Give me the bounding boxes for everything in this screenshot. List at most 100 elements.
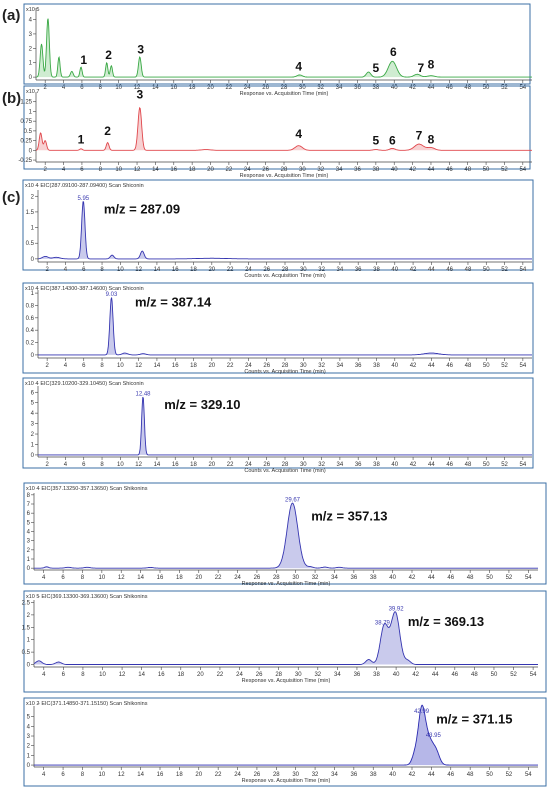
x-tick-label: 32 bbox=[318, 267, 325, 273]
x-tick-label: 30 bbox=[292, 772, 299, 778]
y-tick-label: 0.5 bbox=[24, 129, 33, 135]
y-tick-label: 4 bbox=[27, 530, 31, 536]
x-tick-label: 32 bbox=[318, 363, 325, 369]
x-tick-label: 14 bbox=[152, 85, 159, 91]
mz-label: m/z = 387.14 bbox=[135, 295, 212, 310]
x-tick-label: 20 bbox=[197, 672, 204, 678]
x-tick-label: 38 bbox=[373, 267, 380, 273]
x-axis-title: Counts vs. Acquisition Time (min) bbox=[244, 468, 325, 474]
x-tick-label: 48 bbox=[465, 363, 472, 369]
mz-label: m/z = 287.09 bbox=[104, 201, 180, 216]
y-tick-label: 0 bbox=[31, 353, 35, 359]
x-tick-label: 40 bbox=[391, 167, 398, 173]
x-tick-label: 54 bbox=[520, 462, 527, 468]
y-tick-label: 6 bbox=[27, 511, 31, 517]
x-tick-label: 46 bbox=[447, 575, 454, 581]
x-tick-label: 18 bbox=[189, 85, 196, 91]
x-tick-label: 54 bbox=[530, 672, 537, 678]
eic-title: - EIC(369.13300-369.13600) Scan Shikonin… bbox=[38, 594, 148, 600]
x-tick-label: 26 bbox=[263, 462, 270, 468]
chart-frame bbox=[23, 697, 547, 787]
x-tick-label: 46 bbox=[447, 772, 454, 778]
y-tick-label: 0 bbox=[31, 257, 35, 263]
peak-label-4: 4 bbox=[295, 127, 302, 141]
chart-frame bbox=[23, 590, 547, 693]
panel-label-c: (c) bbox=[2, 189, 20, 206]
x-tick-label: 42 bbox=[410, 462, 417, 468]
trace-line bbox=[38, 396, 532, 456]
y-tick-label: 1.5 bbox=[22, 625, 31, 631]
peak-label-8: 8 bbox=[428, 132, 435, 146]
x-tick-label: 52 bbox=[501, 267, 508, 273]
peak-label-7: 7 bbox=[416, 128, 423, 142]
retention-time-label: 5.95 bbox=[77, 196, 89, 202]
x-tick-label: 22 bbox=[217, 672, 224, 678]
peak-label-6: 6 bbox=[389, 134, 396, 148]
peak-label-1: 1 bbox=[78, 132, 85, 146]
x-tick-label: 12 bbox=[119, 672, 126, 678]
x-tick-label: 40 bbox=[391, 363, 398, 369]
mz-label: m/z = 369.13 bbox=[408, 614, 484, 629]
x-tick-label: 18 bbox=[177, 672, 184, 678]
x-tick-label: 6 bbox=[80, 167, 84, 173]
y-tick-label: 0 bbox=[27, 763, 31, 769]
x-tick-label: 50 bbox=[483, 85, 490, 91]
x-tick-label: 14 bbox=[154, 462, 161, 468]
y-tick-label: 2 bbox=[27, 744, 31, 750]
eic-title: - EIC(287.09100-287.09400) Scan Shiconin bbox=[37, 183, 144, 189]
x-tick-label: 42 bbox=[410, 363, 417, 369]
x-tick-label: 50 bbox=[483, 462, 490, 468]
x-tick-label: 24 bbox=[245, 267, 252, 273]
x-axis-title: Response vs. Acquisition Time (min) bbox=[242, 581, 331, 587]
x-axis-title: Response vs. Acquisition Time (min) bbox=[242, 778, 331, 784]
x-tick-label: 12 bbox=[134, 167, 141, 173]
x-axis-title: Response vs. Acquisition Time (min) bbox=[240, 91, 329, 97]
x-tick-label: 30 bbox=[295, 672, 302, 678]
x-tick-label: 52 bbox=[510, 672, 517, 678]
x-tick-label: 44 bbox=[428, 267, 435, 273]
peak-label-7: 7 bbox=[418, 61, 425, 75]
x-tick-label: 6 bbox=[62, 672, 66, 678]
x-tick-label: 10 bbox=[99, 672, 106, 678]
x-tick-label: 42 bbox=[409, 167, 416, 173]
x-tick-label: 30 bbox=[299, 85, 306, 91]
x-tick-label: 48 bbox=[464, 85, 471, 91]
x-tick-label: 38 bbox=[373, 167, 380, 173]
y-scale-label: x10 4 bbox=[25, 183, 38, 189]
x-tick-label: 34 bbox=[336, 85, 343, 91]
y-tick-label: 0.2 bbox=[26, 341, 35, 347]
x-tick-label: 26 bbox=[263, 363, 270, 369]
y-tick-label: 8 bbox=[27, 493, 31, 499]
x-tick-label: 20 bbox=[208, 462, 215, 468]
peak-label-3: 3 bbox=[137, 42, 144, 56]
peak-label-5: 5 bbox=[373, 134, 380, 148]
x-tick-label: 10 bbox=[117, 267, 124, 273]
chart-frame bbox=[22, 377, 534, 469]
x-tick-label: 2 bbox=[44, 85, 48, 91]
x-tick-label: 42 bbox=[410, 267, 417, 273]
retention-time-label: 43.95 bbox=[426, 733, 442, 739]
y-tick-label: 7 bbox=[27, 502, 31, 508]
x-tick-label: 16 bbox=[170, 85, 177, 91]
trace-line bbox=[38, 201, 532, 260]
y-tick-label: 2 bbox=[29, 46, 33, 52]
y-tick-label: 3 bbox=[31, 422, 35, 428]
x-tick-label: 30 bbox=[300, 267, 307, 273]
x-tick-label: 30 bbox=[299, 167, 306, 173]
x-tick-label: 24 bbox=[236, 672, 243, 678]
peak-label-1: 1 bbox=[80, 53, 87, 67]
eic-title: - EIC(387.14300-387.14600) Scan Shiconin bbox=[37, 286, 144, 292]
x-tick-label: 40 bbox=[393, 672, 400, 678]
x-tick-label: 12 bbox=[134, 85, 141, 91]
y-tick-label: 1 bbox=[27, 753, 31, 759]
x-tick-label: 20 bbox=[207, 85, 214, 91]
y-tick-label: 0.8 bbox=[26, 303, 35, 309]
x-tick-label: 10 bbox=[99, 575, 106, 581]
x-tick-label: 14 bbox=[152, 167, 159, 173]
x-tick-label: 44 bbox=[428, 167, 435, 173]
x-tick-label: 8 bbox=[100, 363, 104, 369]
x-tick-label: 54 bbox=[519, 167, 526, 173]
x-tick-label: 50 bbox=[483, 363, 490, 369]
